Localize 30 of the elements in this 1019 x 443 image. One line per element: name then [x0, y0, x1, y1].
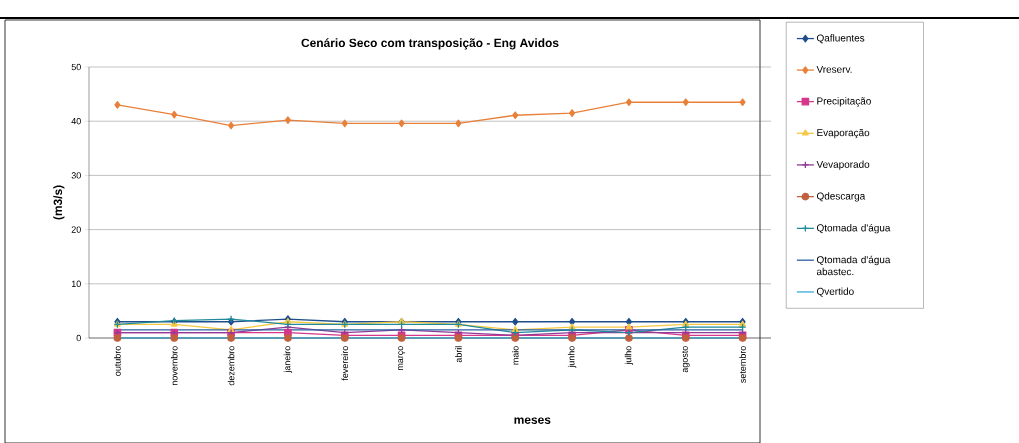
x-tick-label: novembro	[170, 346, 178, 386]
x-tick-label: junho	[567, 346, 577, 368]
x-tick-label: janeiro	[283, 346, 293, 373]
x-tick-label: agosto	[681, 346, 690, 373]
x-tick-label: julho	[624, 346, 634, 365]
chart-title: Cenário Seco com transposição - Eng Avidos	[301, 38, 559, 50]
x-tick-label: abril	[455, 346, 462, 363]
legend-label: Vreserv.	[816, 65, 852, 73]
legend-label: Precipitação	[817, 97, 871, 107]
x-axis-title: meses	[514, 417, 551, 424]
y-tick-label: 10	[71, 280, 81, 287]
legend-label: Vevaporado	[816, 160, 870, 170]
y-tick-label: 50	[71, 63, 81, 71]
x-tick-label: maio	[511, 346, 519, 365]
y-tick-label: 40	[71, 118, 81, 125]
legend-label: Evaporação	[817, 128, 870, 139]
x-tick-label: outubro	[114, 346, 121, 376]
y-tick-label: 30	[71, 172, 81, 179]
legend-label: Qtomada d'água	[816, 223, 891, 234]
legend-label: Qvertido	[816, 287, 854, 297]
legend-label: Qtomada d'água abastec.	[816, 255, 891, 276]
x-tick-label: fevereiro	[341, 346, 349, 381]
x-tick-label: março	[398, 346, 405, 371]
y-tick-label: 20	[71, 226, 81, 233]
x-tick-label: dezembro	[227, 346, 235, 386]
legend-label: Qafluentes	[816, 34, 865, 44]
x-tick-label: setembro	[739, 346, 746, 383]
legend-label: Qdescarga	[816, 192, 866, 202]
y-axis-title: (m3/s)	[53, 185, 65, 220]
y-tick-label: 0	[76, 334, 81, 342]
